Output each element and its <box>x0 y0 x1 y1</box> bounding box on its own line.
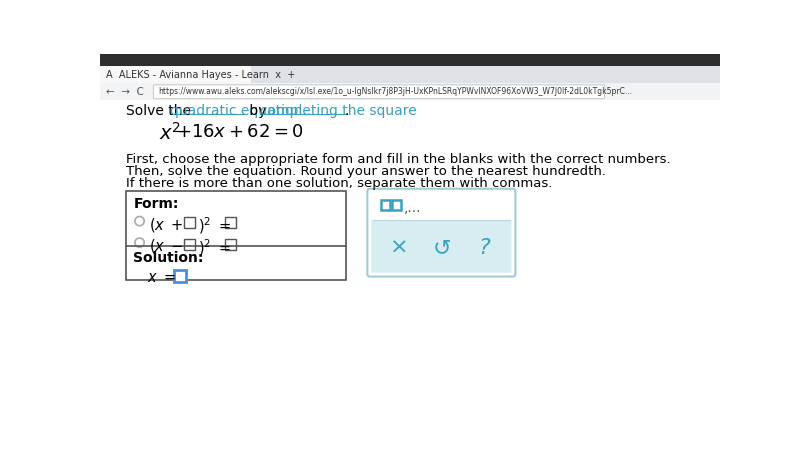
Text: ,...: ,... <box>404 201 422 215</box>
Text: .: . <box>345 104 350 118</box>
FancyBboxPatch shape <box>100 66 251 83</box>
FancyBboxPatch shape <box>367 189 515 277</box>
Text: ↺: ↺ <box>433 238 451 258</box>
FancyBboxPatch shape <box>126 191 346 279</box>
Text: ?: ? <box>478 238 490 258</box>
Text: $(x\ +\ $: $(x\ +\ $ <box>149 216 183 234</box>
Text: by: by <box>245 104 270 118</box>
Text: Then, solve the equation. Round your answer to the nearest hundredth.: Then, solve the equation. Round your ans… <box>126 165 606 178</box>
Text: Solution:: Solution: <box>134 251 204 265</box>
Text: $+ 16x + 62 = 0$: $+ 16x + 62 = 0$ <box>176 123 304 141</box>
Text: $)^2\ =$: $)^2\ =$ <box>198 237 230 258</box>
Text: Form:: Form: <box>134 197 178 211</box>
Text: $x^2$: $x^2$ <box>159 122 181 144</box>
Text: ←  →  C: ← → C <box>106 87 144 97</box>
Text: Solve the: Solve the <box>126 104 195 118</box>
FancyBboxPatch shape <box>154 85 605 99</box>
FancyBboxPatch shape <box>174 270 186 282</box>
FancyBboxPatch shape <box>225 239 236 250</box>
FancyBboxPatch shape <box>100 66 720 83</box>
FancyBboxPatch shape <box>185 239 195 250</box>
Text: If there is more than one solution, separate them with commas.: If there is more than one solution, sepa… <box>126 177 552 190</box>
Text: completing the square: completing the square <box>261 104 417 118</box>
Text: ×: × <box>390 238 409 258</box>
FancyBboxPatch shape <box>100 54 720 66</box>
Text: https://www.awu.aleks.com/alekscgi/x/lsl.exe/1o_u-lgNslkr7j8P3jH-UxKPnLSRqYPWvIN: https://www.awu.aleks.com/alekscgi/x/lsl… <box>158 87 632 96</box>
FancyBboxPatch shape <box>225 217 236 228</box>
FancyBboxPatch shape <box>100 83 720 100</box>
FancyBboxPatch shape <box>371 220 511 273</box>
Text: A  ALEKS - Avianna Hayes - Learn  x  +: A ALEKS - Avianna Hayes - Learn x + <box>106 70 295 80</box>
Text: First, choose the appropriate form and fill in the blanks with the correct numbe: First, choose the appropriate form and f… <box>126 153 670 166</box>
Text: $x\ =$: $x\ =$ <box>147 270 177 284</box>
FancyBboxPatch shape <box>185 217 195 228</box>
Text: quadratic equation: quadratic equation <box>170 104 302 118</box>
Text: $)^2\ =$: $)^2\ =$ <box>198 216 230 236</box>
Text: $(x\ -\ $: $(x\ -\ $ <box>149 237 183 255</box>
